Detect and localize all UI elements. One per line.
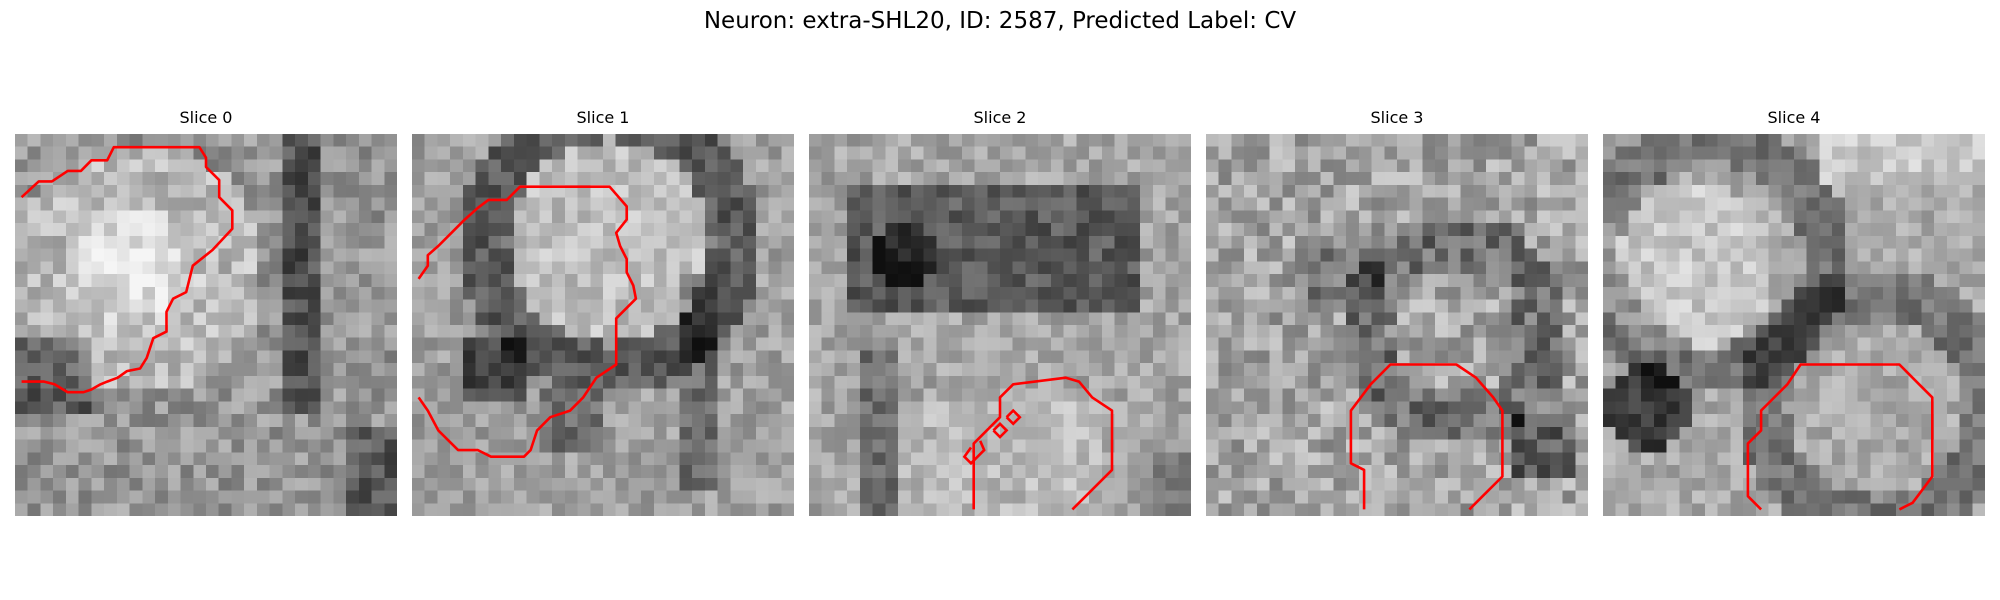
slice-image xyxy=(809,134,1191,516)
segmentation-contour xyxy=(992,421,1009,439)
slice-image xyxy=(15,134,397,516)
segmentation-contour xyxy=(417,185,638,459)
slice-title: Slice 0 xyxy=(179,108,233,127)
slice-title: Slice 1 xyxy=(576,108,630,127)
slice-image xyxy=(1603,134,1985,516)
slice-title: Slice 3 xyxy=(1370,108,1424,127)
slice-title: Slice 2 xyxy=(973,108,1027,127)
segmentation-contour xyxy=(20,145,234,394)
segmentation-contour xyxy=(1005,408,1022,426)
segmentation-contour xyxy=(1746,363,1934,511)
slice-image xyxy=(412,134,794,516)
segmentation-contour xyxy=(962,440,986,466)
figure-title: Neuron: extra-SHL20, ID: 2587, Predicted… xyxy=(703,8,1297,34)
segmentation-contour xyxy=(972,376,1114,511)
slice-title: Slice 4 xyxy=(1767,108,1821,127)
segmentation-contour xyxy=(1349,363,1504,511)
slice-image xyxy=(1206,134,1588,516)
